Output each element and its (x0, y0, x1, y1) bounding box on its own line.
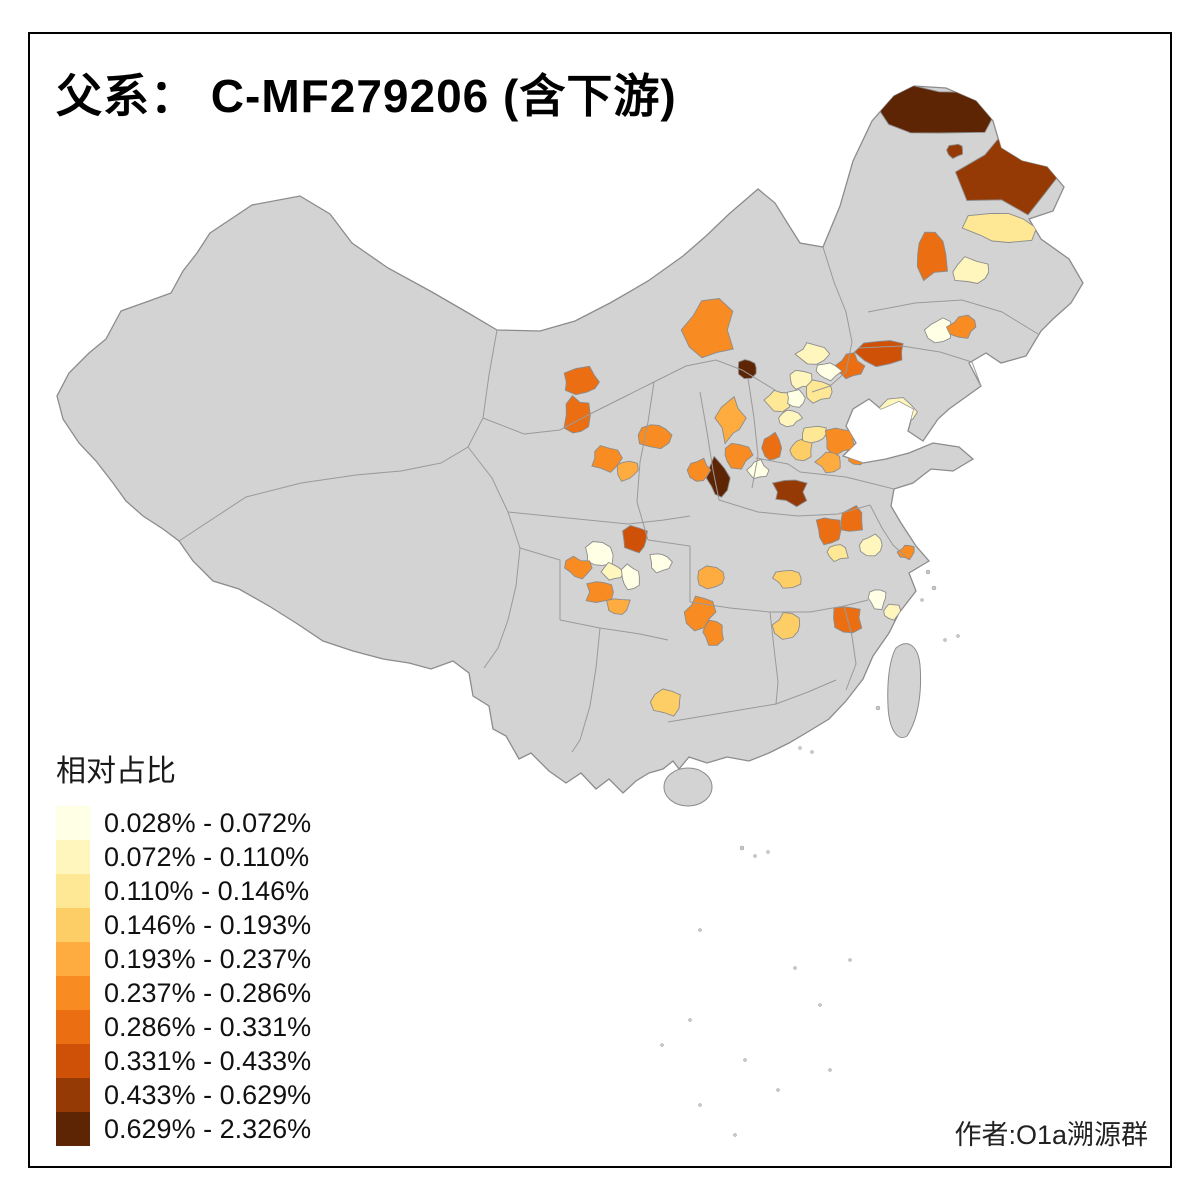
map-region (859, 533, 883, 557)
map-region (961, 212, 1038, 243)
legend-label: 0.072% - 0.110% (104, 841, 310, 872)
map-title: 父系： C-MF279206 (含下游) (56, 70, 677, 122)
legend-row: 0.028% - 0.072% (56, 806, 311, 840)
map-region (826, 544, 849, 563)
legend-label: 0.331% - 0.433% (104, 1045, 312, 1076)
map-region (883, 603, 902, 621)
legend-row: 0.072% - 0.110% (56, 840, 311, 874)
legend-swatch (56, 806, 90, 840)
legend-swatch (56, 976, 90, 1010)
legend-label: 0.237% - 0.286% (104, 977, 312, 1008)
map-region (880, 86, 997, 134)
legend-swatch (56, 1010, 90, 1044)
legend-rows: 0.028% - 0.072% 0.072% - 0.110% 0.110% - 0… (56, 806, 311, 1146)
map-region (867, 589, 887, 611)
legend-row: 0.286% - 0.331% (56, 1010, 311, 1044)
legend-row: 0.237% - 0.286% (56, 976, 311, 1010)
map-region (815, 517, 842, 546)
map-region (853, 340, 904, 368)
map-region (680, 298, 734, 359)
attribution: 作者:O1a溯源群 (954, 1120, 1148, 1150)
map-region (702, 619, 724, 646)
legend-swatch (56, 908, 90, 942)
province-borders (178, 246, 1039, 753)
legend-swatch (56, 1044, 90, 1078)
legend-swatch (56, 874, 90, 908)
map-region (952, 256, 990, 284)
map-region (714, 395, 747, 445)
map-region (805, 379, 833, 404)
map-region (620, 563, 640, 591)
map-region (814, 451, 841, 474)
map-region (697, 565, 725, 590)
legend-swatch (56, 1112, 90, 1146)
map-region (649, 688, 681, 717)
map-region (563, 394, 591, 434)
map-region (564, 555, 593, 580)
map-region (622, 525, 648, 554)
map-region (858, 419, 883, 437)
map-region (745, 458, 770, 480)
legend-row: 0.146% - 0.193% (56, 908, 311, 942)
map-region (761, 431, 783, 461)
map-region (771, 479, 808, 508)
map-region (649, 553, 673, 574)
map-region (896, 544, 915, 561)
map-region (585, 541, 614, 566)
legend-row: 0.433% - 0.629% (56, 1078, 311, 1112)
map-region (786, 389, 806, 408)
islands (660, 569, 960, 1137)
legend-swatch (56, 942, 90, 976)
legend-label: 0.146% - 0.193% (104, 909, 312, 940)
legend: 相对占比 0.028% - 0.072% 0.072% - 0.110% 0.110… (56, 746, 311, 1146)
mainland-outline (56, 85, 1084, 794)
legend-swatch (56, 1078, 90, 1112)
map-region (563, 365, 600, 396)
hainan-island (663, 767, 713, 807)
map-region (923, 317, 952, 344)
legend-swatch (56, 840, 90, 874)
map-region (686, 457, 712, 482)
legend-label: 0.110% - 0.146% (104, 875, 310, 906)
map-region (605, 598, 631, 615)
legend-row: 0.629% - 2.326% (56, 1112, 311, 1146)
legend-label: 0.433% - 0.629% (104, 1079, 312, 1110)
legend-title: 相对占比 (56, 755, 176, 788)
map-region (771, 569, 802, 589)
map-region (771, 612, 801, 640)
legend-row: 0.331% - 0.433% (56, 1044, 311, 1078)
legend-row: 0.193% - 0.237% (56, 942, 311, 976)
map-region (763, 389, 791, 413)
map-region (794, 342, 831, 365)
map-region (789, 369, 813, 390)
map-region (946, 143, 963, 160)
taiwan-island (887, 643, 922, 738)
map-region (616, 460, 639, 482)
legend-label: 0.193% - 0.237% (104, 943, 312, 974)
south-china-sea-islands (660, 569, 960, 1137)
map-region (778, 409, 804, 428)
legend-label: 0.629% - 2.326% (104, 1113, 312, 1144)
legend-row: 0.110% - 0.146% (56, 874, 311, 908)
legend-label: 0.286% - 0.331% (104, 1011, 312, 1042)
map-region (916, 231, 948, 282)
map-region (585, 581, 614, 603)
map-region (801, 425, 827, 444)
map-region (724, 442, 754, 470)
map-region (591, 445, 623, 473)
legend-label: 0.028% - 0.072% (104, 807, 312, 838)
map-region (815, 362, 843, 382)
map-region (600, 561, 625, 581)
map-region (945, 314, 977, 339)
